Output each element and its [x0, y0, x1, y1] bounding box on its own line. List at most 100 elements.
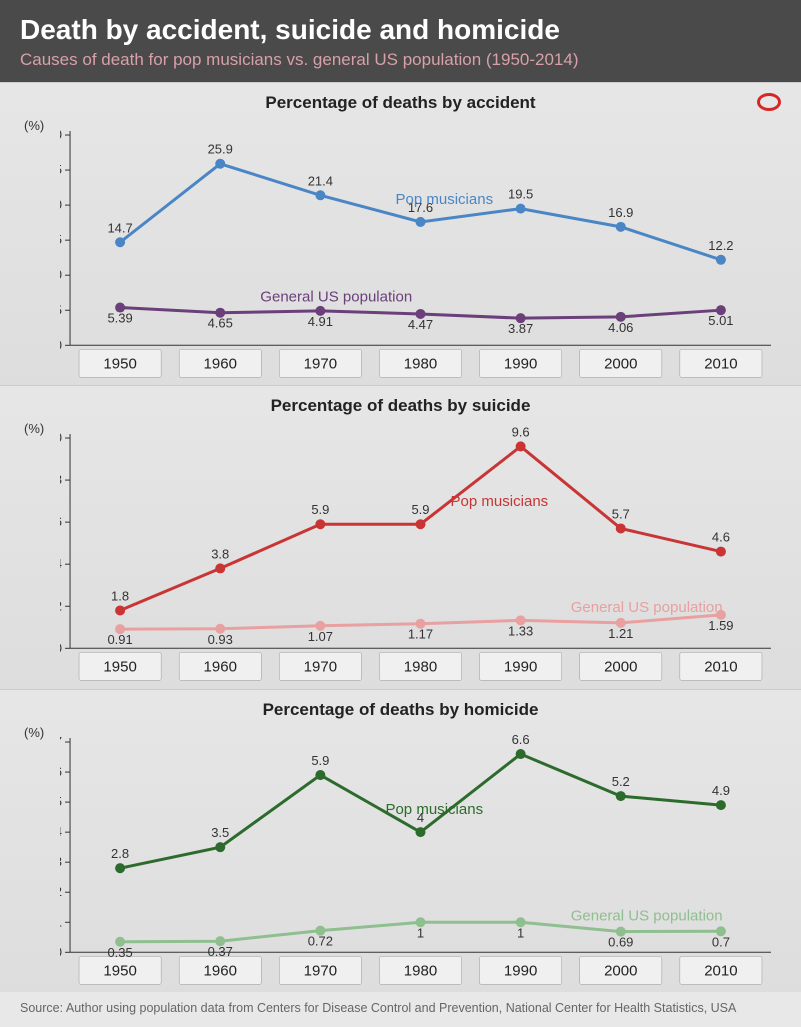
chart-panel-suicide: Percentage of deaths by suicide(%)024681… [0, 385, 801, 688]
data-point [616, 791, 626, 801]
data-point [315, 190, 325, 200]
plot-area: (%)0510152025301950196019701980199020002… [60, 117, 781, 385]
x-tick-label: 1950 [103, 962, 136, 979]
y-tick-label: 4 [60, 824, 62, 839]
data-point-label: 4.47 [408, 317, 433, 332]
data-point-label: 1.07 [308, 629, 333, 644]
plot-area: (%)024681019501960197019801990200020100.… [60, 420, 781, 688]
y-tick-label: 10 [60, 430, 62, 445]
x-tick-label: 1960 [204, 355, 237, 372]
y-tick-label: 20 [60, 197, 62, 212]
source-footer: Source: Author using population data fro… [0, 992, 801, 1027]
x-tick-label: 1990 [504, 659, 537, 676]
y-axis-unit: (%) [24, 725, 44, 740]
y-tick-label: 0 [60, 337, 62, 352]
plot-area: (%)0123456719501960197019801990200020100… [60, 724, 781, 992]
data-point-label: 0.91 [107, 633, 132, 648]
brand-logo-icon [757, 93, 781, 111]
y-tick-label: 2 [60, 599, 62, 614]
data-point-label: 1.8 [111, 589, 129, 604]
data-point [716, 255, 726, 265]
x-tick-label: 1950 [103, 659, 136, 676]
x-tick-label: 1970 [304, 962, 337, 979]
data-point [215, 564, 225, 574]
y-tick-label: 0 [60, 641, 62, 656]
data-point-label: 0.69 [608, 934, 633, 949]
data-point [415, 520, 425, 530]
data-point [516, 204, 526, 214]
y-tick-label: 7 [60, 734, 62, 749]
data-point-label: 1.33 [508, 624, 533, 639]
chart-svg: 0123456719501960197019801990200020100.35… [60, 724, 781, 992]
data-point-label: 0.35 [107, 945, 132, 960]
x-tick-label: 1980 [404, 659, 437, 676]
page-subtitle: Causes of death for pop musicians vs. ge… [20, 50, 781, 70]
data-point-label: 1 [417, 925, 424, 940]
data-point [215, 159, 225, 169]
data-point-label: 4.6 [712, 530, 730, 545]
data-point [616, 222, 626, 232]
data-point-label: 6.6 [512, 732, 530, 747]
series-label-pop: Pop musicians [451, 494, 549, 511]
data-point-label: 5.9 [311, 503, 329, 518]
data-point-label: 21.4 [308, 173, 333, 188]
charts-container: Percentage of deaths by accident(%)05101… [0, 82, 801, 992]
data-point-label: 5.2 [612, 774, 630, 789]
data-point-label: 1 [517, 925, 524, 940]
data-point-label: 1.21 [608, 626, 633, 641]
data-point-label: 4.9 [712, 783, 730, 798]
data-point-label: 1.17 [408, 627, 433, 642]
y-tick-label: 1 [60, 914, 62, 929]
data-point [516, 749, 526, 759]
y-tick-label: 10 [60, 267, 62, 282]
x-tick-label: 2010 [704, 659, 737, 676]
data-point [115, 863, 125, 873]
y-tick-label: 5 [60, 302, 62, 317]
series-label-gen: General US population [260, 289, 412, 306]
data-point-label: 3.5 [211, 825, 229, 840]
data-point-label: 5.01 [708, 313, 733, 328]
data-point-label: 0.72 [308, 933, 333, 948]
data-point [115, 237, 125, 247]
x-tick-label: 1980 [404, 355, 437, 372]
data-point-label: 5.7 [612, 507, 630, 522]
data-point-label: 16.9 [608, 205, 633, 220]
x-tick-label: 1980 [404, 962, 437, 979]
x-tick-label: 2010 [704, 962, 737, 979]
x-tick-label: 1960 [204, 659, 237, 676]
x-tick-label: 1970 [304, 355, 337, 372]
data-point [415, 827, 425, 837]
data-point-label: 0.7 [712, 934, 730, 949]
data-point [315, 770, 325, 780]
data-point-label: 0.37 [208, 944, 233, 959]
data-point-label: 0.93 [208, 632, 233, 647]
x-tick-label: 2010 [704, 355, 737, 372]
data-point-label: 4.91 [308, 314, 333, 329]
data-point [516, 442, 526, 452]
x-tick-label: 1950 [103, 355, 136, 372]
y-tick-label: 3 [60, 854, 62, 869]
data-point [315, 520, 325, 530]
series-label-pop: Pop musicians [385, 801, 483, 818]
page-title: Death by accident, suicide and homicide [20, 14, 781, 46]
header: Death by accident, suicide and homicide … [0, 0, 801, 82]
x-tick-label: 2000 [604, 962, 637, 979]
y-tick-label: 6 [60, 764, 62, 779]
chart-title: Percentage of deaths by homicide [0, 690, 801, 720]
data-point [215, 842, 225, 852]
y-tick-label: 15 [60, 232, 62, 247]
data-point-label: 9.6 [512, 425, 530, 440]
y-tick-label: 8 [60, 472, 62, 487]
chart-svg: 0510152025301950196019701980199020002010… [60, 117, 781, 385]
series-label-gen: General US population [571, 907, 723, 924]
data-point [115, 606, 125, 616]
data-point-label: 14.7 [107, 220, 132, 235]
y-tick-label: 6 [60, 515, 62, 530]
data-point [716, 800, 726, 810]
chart-svg: 024681019501960197019801990200020100.910… [60, 420, 781, 688]
data-point-label: 3.87 [508, 321, 533, 336]
data-point-label: 2.8 [111, 846, 129, 861]
data-point-label: 5.39 [107, 311, 132, 326]
x-tick-label: 1990 [504, 962, 537, 979]
data-point-label: 3.8 [211, 547, 229, 562]
